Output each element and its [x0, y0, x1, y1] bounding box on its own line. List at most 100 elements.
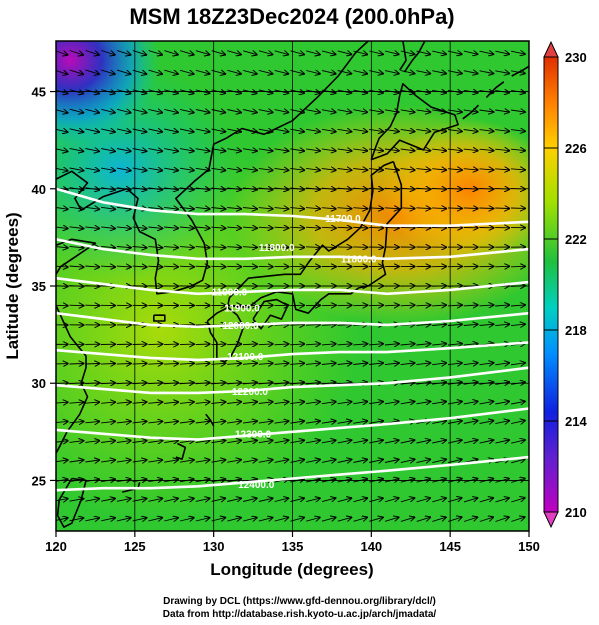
- wind-vector: [195, 168, 210, 170]
- wind-vector: [495, 169, 509, 170]
- wind-vector: [132, 460, 147, 462]
- wind-vector: [384, 344, 399, 345]
- wind-vector: [179, 421, 194, 423]
- wind-vector: [258, 344, 273, 345]
- wind-vector: [101, 188, 115, 190]
- wind-vector: [369, 440, 383, 443]
- wind-vector: [179, 460, 194, 462]
- wind-vector: [227, 247, 241, 248]
- wind-vector: [211, 498, 226, 501]
- wind-vector: [353, 149, 367, 151]
- wind-vector: [179, 247, 194, 248]
- wind-vector: [400, 208, 415, 209]
- wind-vector: [495, 324, 509, 325]
- wind-vector: [164, 50, 177, 55]
- wind-vector: [337, 498, 352, 502]
- wind-vector: [369, 51, 383, 54]
- wind-vector: [511, 498, 524, 503]
- wind-vector: [116, 207, 131, 209]
- wind-vector: [274, 149, 289, 151]
- wind-vector: [447, 440, 462, 443]
- wind-vector: [463, 90, 478, 93]
- wind-vector: [148, 188, 162, 190]
- wind-vector: [447, 479, 462, 483]
- wind-vector: [432, 90, 446, 93]
- wind-vector: [116, 499, 131, 502]
- wind-vector: [337, 421, 352, 423]
- wind-vector: [274, 110, 289, 113]
- wind-vector: [227, 518, 241, 522]
- wind-vector: [101, 460, 115, 462]
- wind-vector: [384, 460, 399, 463]
- wind-vector: [116, 421, 131, 423]
- wind-vector: [369, 402, 383, 404]
- wind-vector: [85, 479, 99, 481]
- wind-vector: [400, 90, 415, 93]
- wind-vector: [495, 90, 509, 92]
- wind-vector: [416, 363, 430, 365]
- wind-vector: [290, 51, 305, 55]
- wind-vector: [116, 90, 131, 94]
- wind-vector: [227, 129, 241, 132]
- wind-vector: [195, 498, 210, 501]
- shading-cold-corner: [56, 41, 160, 145]
- wind-vector: [305, 247, 320, 248]
- wind-vector: [416, 169, 430, 170]
- wind-vector: [321, 402, 336, 404]
- wind-vector: [227, 70, 241, 74]
- wind-vector: [195, 479, 210, 482]
- wind-vector: [179, 344, 194, 345]
- wind-vector: [164, 266, 178, 267]
- wind-vector: [463, 169, 478, 170]
- x-tick-label: 150: [518, 539, 540, 554]
- wind-vector: [416, 459, 431, 462]
- wind-vector: [211, 70, 226, 74]
- wind-vector: [369, 498, 383, 502]
- wind-vector: [290, 479, 304, 482]
- x-tick-label: 135: [282, 539, 304, 554]
- wind-vector: [195, 344, 210, 345]
- wind-vector: [337, 460, 352, 463]
- wind-vector: [179, 479, 194, 482]
- wind-vector: [290, 440, 304, 443]
- wind-vector: [69, 90, 83, 94]
- wind-vector: [511, 401, 525, 404]
- wind-vector: [416, 517, 430, 522]
- wind-vector: [101, 227, 115, 229]
- wind-vector: [400, 71, 415, 74]
- wind-vector: [164, 168, 178, 170]
- wind-vector: [321, 149, 336, 151]
- wind-vector: [274, 421, 289, 423]
- wind-vector: [101, 441, 115, 443]
- wind-vector: [479, 110, 494, 112]
- wind-vector: [164, 207, 178, 209]
- wind-vector: [274, 247, 289, 248]
- wind-vector: [274, 344, 289, 345]
- wind-vector: [400, 344, 415, 345]
- wind-vector: [195, 247, 210, 248]
- wind-vector: [448, 498, 461, 503]
- wind-vector: [116, 518, 131, 521]
- wind-vector: [227, 208, 241, 209]
- wind-vector: [258, 498, 273, 501]
- wind-vector: [321, 208, 336, 209]
- wind-vector: [463, 498, 477, 503]
- wind-vector: [195, 90, 210, 93]
- wind-vector: [447, 363, 462, 365]
- wind-vector: [400, 51, 415, 54]
- wind-vector: [101, 149, 115, 152]
- wind-vector: [274, 498, 289, 501]
- wind-vector: [416, 71, 431, 74]
- wind-vector: [132, 499, 147, 502]
- coastline-kuril-1: [462, 104, 480, 120]
- wind-vector: [432, 324, 446, 325]
- wind-vector: [432, 479, 446, 483]
- wind-vector: [416, 440, 431, 443]
- wind-vector: [416, 305, 430, 306]
- wind-vector: [274, 208, 289, 209]
- wind-vector: [306, 498, 320, 501]
- wind-vector: [463, 363, 478, 365]
- wind-vector: [195, 207, 210, 209]
- wind-vector: [447, 90, 462, 93]
- wind-vector: [258, 149, 273, 151]
